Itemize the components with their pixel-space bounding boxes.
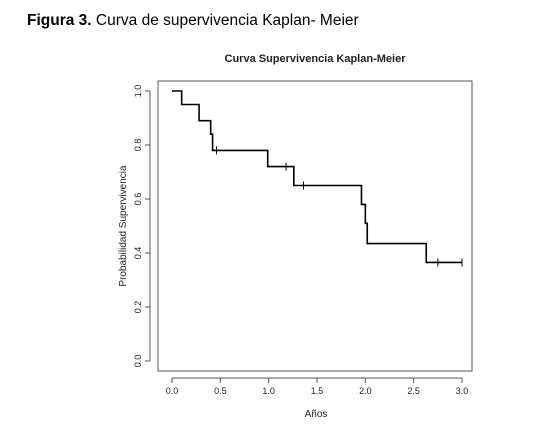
chart-title: Curva Supervivencia Kaplan-Meier [225,53,407,65]
y-tick-label: 0.0 [133,355,143,368]
x-tick-label: 3.0 [456,386,469,396]
y-tick-label: 0.2 [133,301,143,314]
figure-caption: Figura 3. Curva de supervivencia Kaplan-… [27,12,359,30]
x-axis-label: Años [305,409,328,420]
plot-frame [157,80,473,372]
x-tick-label: 2.5 [407,386,420,396]
x-tick-label: 0.5 [214,386,227,396]
x-tick-label: 1.5 [311,386,324,396]
survival-curve [172,90,462,264]
x-tick-label: 1.0 [262,386,275,396]
axes: 0.0 0.5 1.0 1.5 2.0 2.5 3.0 0.0 0.2 0.4 0.6 0.8 1.0 [133,85,468,396]
x-tick-label: 2.0 [359,386,372,396]
censor-marks [215,146,463,267]
x-tick-label: 0.0 [166,386,179,396]
y-tick-label: 0.8 [133,139,143,152]
y-axis-label: Probabilidad Supervivencia [118,165,129,287]
y-tick-label: 0.6 [133,193,143,206]
figure-label: Figura 3. [27,12,92,29]
y-tick-label: 0.4 [133,247,143,260]
y-tick-label: 1.0 [133,85,143,98]
figure-caption-text: Curva de supervivencia Kaplan- Meier [95,12,359,29]
